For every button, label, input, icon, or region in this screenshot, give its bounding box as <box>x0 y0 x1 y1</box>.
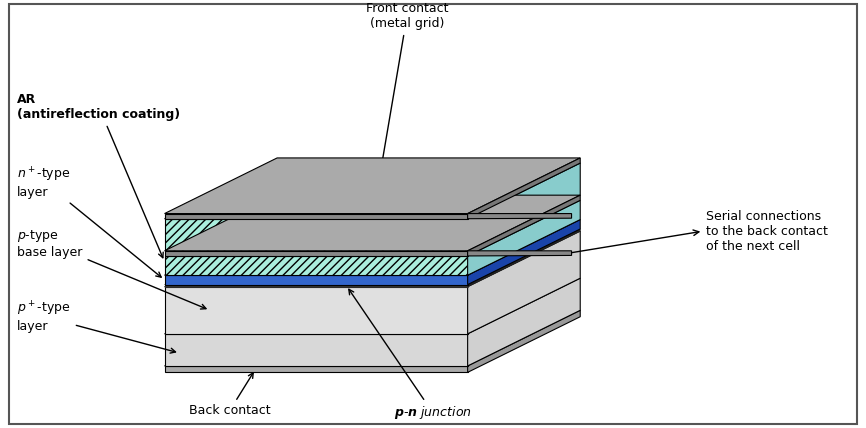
Polygon shape <box>165 310 580 366</box>
Text: AR
(antireflection coating): AR (antireflection coating) <box>17 93 180 258</box>
Text: $\boldsymbol{p}$-$\boldsymbol{n}$ junction: $\boldsymbol{p}$-$\boldsymbol{n}$ juncti… <box>349 289 472 422</box>
Polygon shape <box>468 163 580 251</box>
Polygon shape <box>468 251 572 256</box>
Polygon shape <box>165 229 580 285</box>
Polygon shape <box>468 220 580 285</box>
Text: $n^+$-type
layer: $n^+$-type layer <box>17 165 161 277</box>
Polygon shape <box>468 214 572 219</box>
Polygon shape <box>468 158 580 219</box>
Polygon shape <box>165 220 580 275</box>
Polygon shape <box>165 163 580 219</box>
Polygon shape <box>165 219 468 251</box>
Polygon shape <box>468 310 580 372</box>
Polygon shape <box>468 229 580 287</box>
Polygon shape <box>165 278 580 334</box>
Polygon shape <box>165 287 468 334</box>
Polygon shape <box>165 231 580 287</box>
Polygon shape <box>165 285 468 287</box>
Polygon shape <box>165 275 468 285</box>
Text: Front contact
(metal grid): Front contact (metal grid) <box>365 2 449 192</box>
Polygon shape <box>165 158 580 214</box>
Polygon shape <box>468 200 580 275</box>
Polygon shape <box>165 214 468 219</box>
Polygon shape <box>165 366 468 372</box>
Polygon shape <box>468 231 580 334</box>
Polygon shape <box>165 251 468 256</box>
Polygon shape <box>165 334 468 366</box>
Text: Serial connections
to the back contact
of the next cell: Serial connections to the back contact o… <box>706 210 828 253</box>
Polygon shape <box>165 195 580 251</box>
Text: Back contact: Back contact <box>189 373 270 417</box>
Polygon shape <box>468 278 580 366</box>
Text: $p$-type
base layer: $p$-type base layer <box>17 229 206 309</box>
Polygon shape <box>165 256 468 275</box>
Text: $p^+$-type
layer: $p^+$-type layer <box>17 300 176 353</box>
Polygon shape <box>468 195 580 256</box>
